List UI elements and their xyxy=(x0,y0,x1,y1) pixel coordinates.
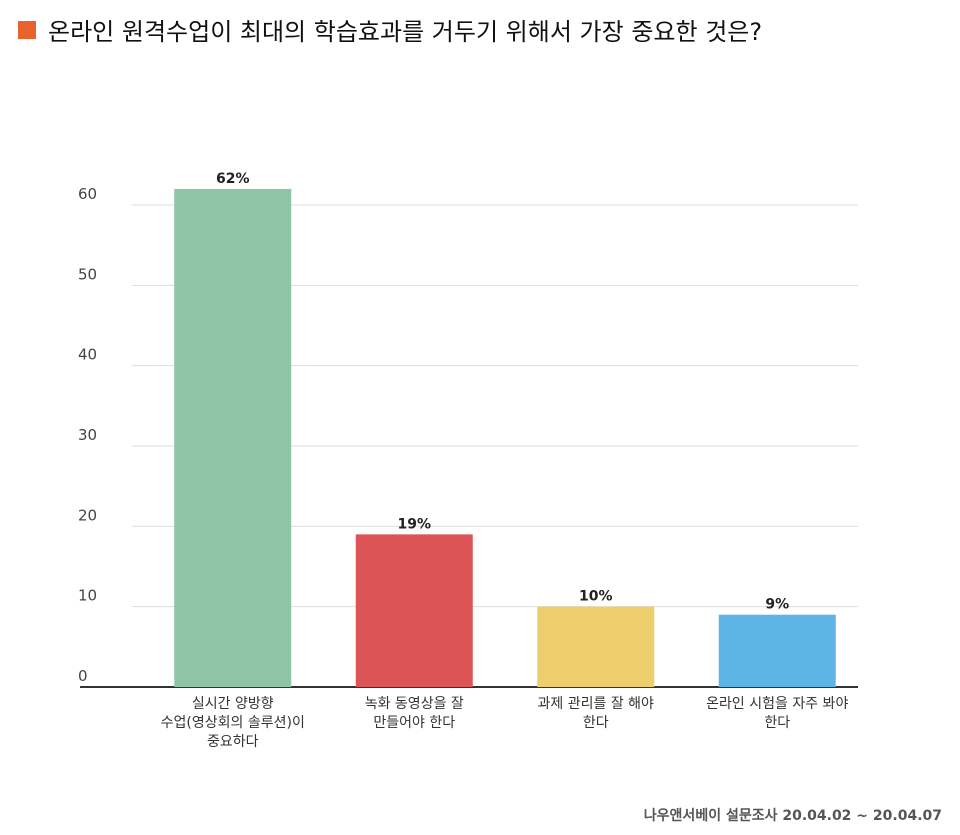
y-tick-label: 60 xyxy=(78,185,97,203)
bar xyxy=(718,614,836,687)
title-square-icon xyxy=(18,20,36,39)
data-label: 9% xyxy=(765,597,789,613)
y-tick-label: 30 xyxy=(78,426,97,444)
chart-title: 온라인 원격수업이 최대의 학습효과를 거두기 위해서 가장 중요한 것은? xyxy=(18,12,762,47)
y-tick-label: 40 xyxy=(78,346,97,364)
data-label: 10% xyxy=(579,589,613,605)
bar xyxy=(355,534,473,687)
x-tick-label: 실시간 양방향 수업(영상회의 솔루션)이 중요하다 xyxy=(160,696,305,750)
x-tick-label: 온라인 시험을 자주 봐야 한다 xyxy=(706,696,849,731)
title-text: 온라인 원격수업이 최대의 학습효과를 거두기 위해서 가장 중요한 것은? xyxy=(48,18,763,46)
data-label: 19% xyxy=(397,516,431,532)
x-tick-label: 녹화 동영상을 잘 만들어야 한다 xyxy=(364,696,464,731)
x-tick-label: 과제 관리를 잘 해야 한다 xyxy=(537,696,654,731)
y-tick-label: 50 xyxy=(78,265,97,283)
data-label: 62% xyxy=(216,171,250,187)
bar xyxy=(537,606,655,687)
y-tick-label: 20 xyxy=(78,506,97,524)
y-tick-label: 10 xyxy=(78,587,97,605)
bar xyxy=(174,188,292,687)
y-tick-label: 0 xyxy=(78,667,88,685)
source-note: 나우앤서베이 설문조사 20.04.02 ~ 20.04.07 xyxy=(643,808,942,824)
